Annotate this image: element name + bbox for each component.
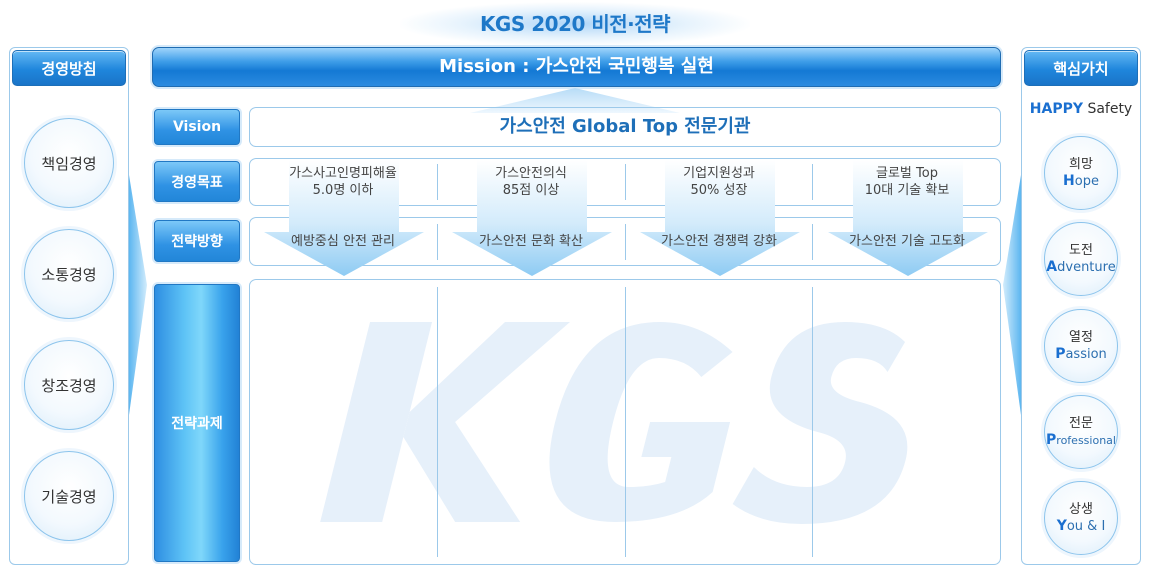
goal-line2: 10대 기술 확보 [864, 183, 950, 198]
down-arrow [452, 160, 612, 276]
happy-label: HAPPY [1029, 101, 1083, 117]
goals-label: 경영목표 [154, 161, 240, 202]
value-adventure: 도전 Adventure [1044, 222, 1118, 296]
goal-line2: 50% 성장 [690, 183, 748, 198]
value-initial: A [1046, 259, 1058, 275]
value-ko: 전문 [1069, 416, 1093, 431]
left-connector-arrow [129, 175, 147, 415]
value-initial: P [1046, 432, 1057, 448]
goal-item: 가스사고인명피해율 5.0명 이하 [249, 165, 437, 199]
value-en: Professional [1046, 432, 1116, 449]
column-divider [625, 224, 626, 260]
goal-line2: 85점 이상 [502, 183, 560, 198]
column-divider [625, 164, 626, 200]
column-divider [437, 224, 438, 260]
core-values-header: 핵심가치 [1024, 50, 1138, 86]
right-connector-arrow [1003, 175, 1021, 415]
down-arrow [264, 160, 424, 276]
value-initial: H [1063, 173, 1075, 189]
value-passion: 열정 Passion [1044, 309, 1118, 383]
goal-line1: 기업지원성과 [683, 166, 755, 181]
direction-item: 예방중심 안전 관리 [291, 234, 395, 249]
value-ko: 상생 [1069, 502, 1093, 517]
core-values-panel [1021, 47, 1141, 565]
goal-line1: 가스안전의식 [495, 166, 567, 181]
value-professional: 전문 Professional [1044, 395, 1118, 469]
title-glow [400, 2, 750, 46]
tasks-label: 전략과제 [154, 284, 240, 562]
column-divider [812, 164, 813, 200]
column-divider [437, 164, 438, 200]
policy-item-responsibility: 책임경영 [24, 118, 114, 208]
value-en: You & I [1057, 518, 1106, 535]
tasks-box [249, 279, 1001, 565]
direction-item: 가스안전 경쟁력 강화 [661, 234, 777, 249]
column-divider [437, 287, 438, 557]
value-rest: ou & I [1066, 519, 1106, 534]
value-rest: assion [1065, 347, 1107, 362]
value-rest: dventure [1057, 260, 1116, 275]
policy-header: 경영방침 [12, 50, 126, 86]
mission-bar: Mission : 가스안전 국민행복 실현 [152, 47, 1001, 87]
column-divider [812, 224, 813, 260]
goal-down-arrows [264, 160, 988, 276]
directions-box [249, 217, 1001, 266]
policy-item-technology: 기술경영 [24, 451, 114, 541]
mission-up-arrow [470, 88, 680, 113]
value-hope: 희망 Hope [1044, 136, 1118, 210]
value-ko: 열정 [1069, 330, 1093, 345]
goal-line2: 5.0명 이하 [312, 183, 374, 198]
goal-line1: 글로벌 Top [876, 166, 938, 181]
goal-item: 가스안전의식 85점 이상 [437, 165, 625, 199]
vision-text: 가스안전 Global Top 전문기관 [499, 116, 751, 137]
value-en: Hope [1063, 173, 1099, 190]
down-arrow [828, 160, 988, 276]
column-divider [812, 287, 813, 557]
value-initial: Y [1056, 518, 1067, 534]
down-arrow [640, 160, 800, 276]
value-en: Adventure [1046, 259, 1115, 276]
value-rest: rofessional [1056, 434, 1116, 447]
value-you-and-i: 상생 You & I [1044, 481, 1118, 555]
directions-label: 전략방향 [154, 220, 240, 262]
goal-item: 글로벌 Top 10대 기술 확보 [813, 165, 1001, 199]
safety-label: Safety [1087, 101, 1133, 117]
value-ko: 희망 [1069, 157, 1093, 172]
goal-line1: 가스사고인명피해율 [289, 166, 397, 181]
policy-item-communication: 소통경영 [24, 229, 114, 319]
happy-safety-subtitle: HAPPY Safety [1021, 101, 1141, 117]
direction-item: 가스안전 기술 고도화 [849, 234, 965, 249]
goal-item: 기업지원성과 50% 성장 [625, 165, 813, 199]
column-divider [625, 287, 626, 557]
direction-item: 가스안전 문화 확산 [479, 234, 583, 249]
policy-item-creativity: 창조경영 [24, 340, 114, 430]
value-en: Passion [1055, 346, 1107, 363]
kgs-watermark-logo [320, 322, 908, 524]
value-ko: 도전 [1069, 243, 1093, 258]
page-title: KGS 2020 비전·전략 [479, 12, 671, 36]
vision-box [249, 107, 1001, 147]
value-rest: ope [1074, 174, 1099, 189]
value-initial: P [1055, 346, 1066, 362]
vision-label: Vision [154, 109, 240, 145]
goals-box [249, 158, 1001, 206]
